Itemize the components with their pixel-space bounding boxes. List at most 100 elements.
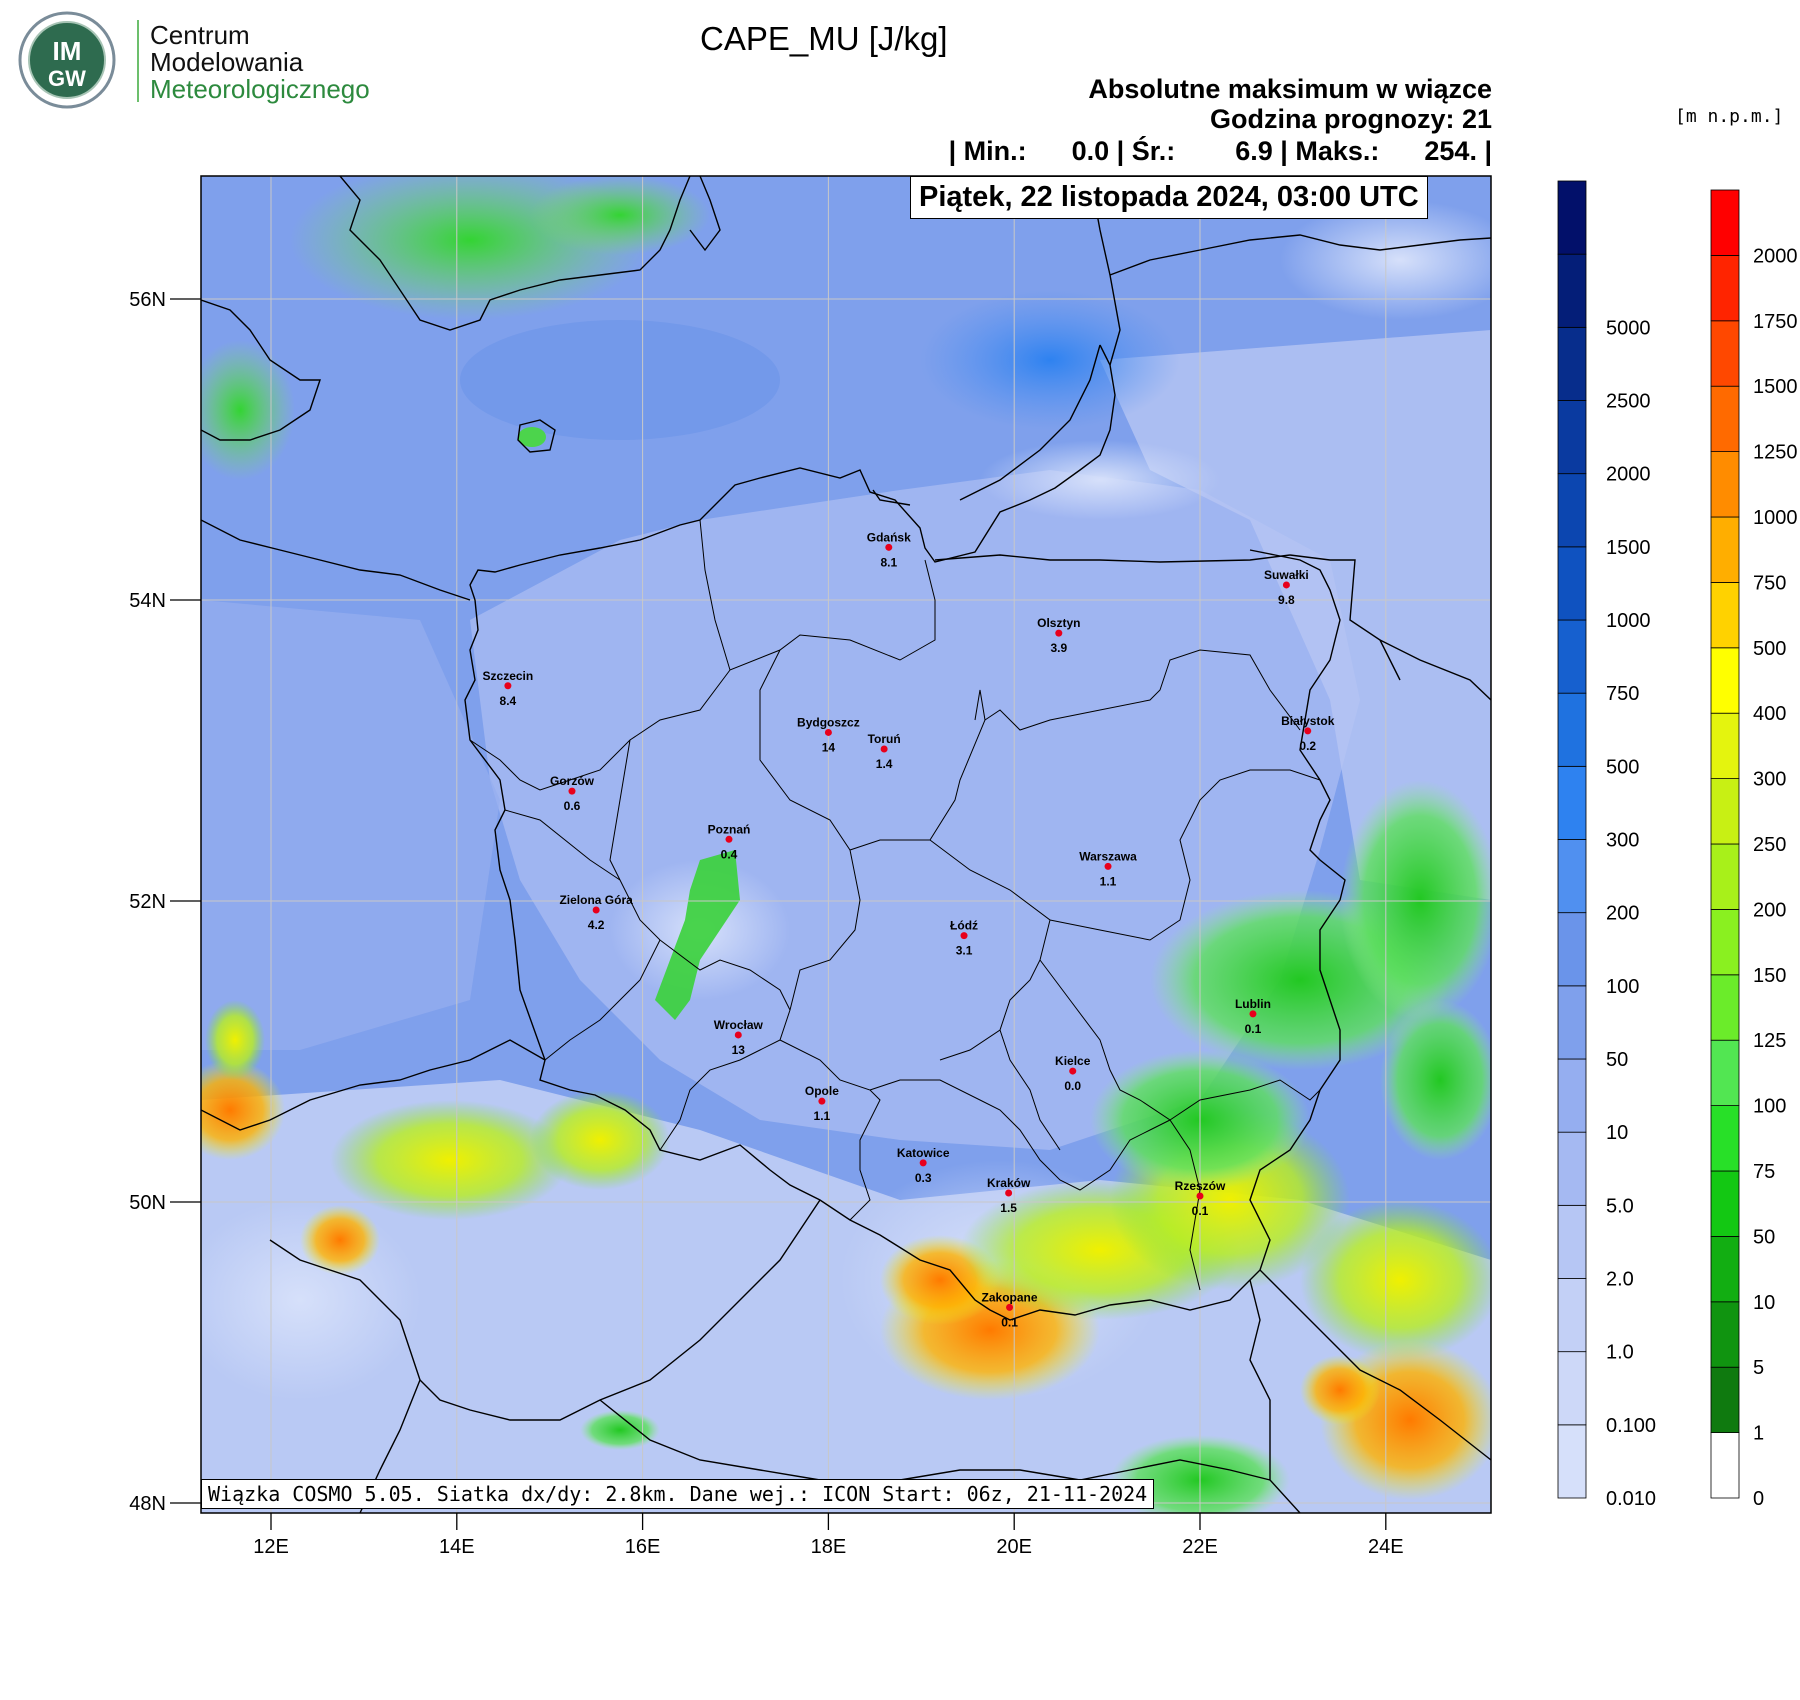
imgw-badge-icon: IM GW [18, 11, 116, 109]
coast-sweden [339, 176, 691, 331]
legend-elev-label: 750 [1753, 572, 1786, 594]
legend-elev-swatch [1710, 647, 1740, 714]
legend-elev-label: 400 [1753, 703, 1786, 725]
sea-dark-baltic-2 [460, 320, 780, 440]
city-marker: Olsztyn 3.9 [1037, 616, 1080, 655]
legend-elev-label: 75 [1753, 1161, 1775, 1183]
lon-label: 12E [253, 1536, 289, 1558]
legend-elev-swatch [1710, 1301, 1740, 1368]
city-marker: Lublin 0.1 [1235, 997, 1271, 1036]
city-name: Kraków [987, 1176, 1031, 1190]
lon-label: 20E [996, 1536, 1032, 1558]
legend-cape-label: 200 [1606, 903, 1639, 925]
city-name: Opole [805, 1084, 839, 1098]
green-ukraine-2 [1380, 1000, 1491, 1160]
legend-cape-swatch [1557, 253, 1587, 328]
legend-elev-swatch [1710, 778, 1740, 845]
city-dot [818, 1097, 826, 1105]
legend-cape-label: 5.0 [1606, 1195, 1634, 1217]
voiv-12 [1039, 959, 1201, 1291]
orange-czech [201, 1060, 285, 1160]
legend-cape-label: 0.010 [1606, 1488, 1656, 1510]
city-value: 13 [732, 1043, 746, 1057]
city-value: 0.3 [915, 1171, 932, 1185]
legend-elev-swatch [1710, 451, 1740, 518]
lat-label: 48N [129, 1493, 166, 1515]
city-value: 14 [822, 740, 836, 754]
green-slovakia-2 [580, 1410, 660, 1450]
legend-cape-swatch [1557, 985, 1587, 1060]
voiv-9 [929, 839, 1051, 1061]
city-marker: Łódź 3.1 [950, 919, 978, 958]
border-lithuania-belarus [1379, 639, 1491, 701]
legend-elev-swatch [1710, 189, 1740, 256]
city-name: Białystok [1281, 714, 1335, 728]
cape-field [201, 176, 1491, 1513]
legend-elev-swatch [1710, 909, 1740, 976]
legend-elev-swatch [1710, 385, 1740, 453]
legend-cape-label: 5000 [1606, 317, 1651, 339]
legend-elev-swatch [1710, 712, 1740, 780]
stats-line: | Min.: 0.0 | Śr.: 6.9 | Maks.: 254. | [948, 136, 1492, 166]
voiv-6 [504, 809, 621, 881]
city-name: Suwałki [1264, 568, 1309, 582]
city-dot [919, 1159, 927, 1167]
lat-axis: 56N 54N 52N 50N 48N [129, 289, 201, 1515]
lat-label: 52N [129, 891, 166, 913]
city-dot [1282, 581, 1290, 589]
legend-elev-swatch [1710, 516, 1740, 583]
light-patch-5 [201, 1200, 420, 1400]
city-value: 0.1 [1192, 1204, 1209, 1218]
city-name: Gdańsk [867, 530, 911, 544]
city-value: 8.1 [880, 555, 897, 569]
elevation-unit: [m n.p.m.] [1675, 106, 1784, 127]
legend-cape-label: 2500 [1606, 391, 1651, 413]
legend-cape-swatch [1557, 765, 1587, 840]
city-value: 9.8 [1278, 593, 1295, 607]
city-dot [824, 728, 832, 736]
coast-denmark [201, 299, 321, 441]
voiv-14 [1169, 1079, 1321, 1121]
voiv-4 [469, 669, 731, 791]
city-marker: Warszawa 1.1 [1079, 849, 1137, 888]
city-name: Zielona Góra [559, 893, 633, 907]
city-marker: Toruń 1.4 [868, 732, 901, 771]
green-wielkopolska [655, 850, 740, 1020]
legend-cape-swatch [1557, 1058, 1587, 1133]
org-name: Centrum Modelowania Meteorologicznego [150, 22, 370, 103]
coastline-hel [872, 489, 911, 506]
green-ukraine [1340, 780, 1491, 1020]
org-line1: Centrum [150, 20, 250, 50]
city-marker: Poznań 0.4 [708, 822, 751, 861]
cities-layer: Gdańsk 8.1 Suwałki 9.8 Olsztyn 3.9 Szczecin 8.4… [483, 530, 1335, 1329]
city-value: 4.2 [588, 918, 605, 932]
date-box: Piątek, 22 listopada 2024, 03:00 UTC [910, 176, 1428, 219]
lon-label: 18E [811, 1536, 847, 1558]
legend-elev-swatch [1710, 974, 1740, 1041]
legend-elev-swatch [1710, 1432, 1740, 1499]
city-value: 0.4 [721, 847, 738, 861]
city-dot [504, 682, 512, 690]
city-dot [1005, 1189, 1013, 1197]
sea-dark-baltic [920, 290, 1180, 430]
legend-cape-label: 1.0 [1606, 1342, 1634, 1364]
legend-elev-swatch [1710, 254, 1740, 322]
city-dot [1055, 629, 1063, 637]
boundaries [201, 176, 1491, 1513]
voiv-1 [699, 519, 936, 671]
coastline-baltic [469, 344, 1116, 601]
legend-cape-label: 2.0 [1606, 1269, 1634, 1291]
city-value: 0.6 [564, 799, 581, 813]
legend-cape-swatch [1557, 839, 1587, 914]
border-poland [464, 549, 1346, 1321]
city-dot [1069, 1067, 1077, 1075]
voiv-10 [779, 1039, 881, 1221]
city-name: Kielce [1055, 1054, 1091, 1068]
coast-germany [201, 519, 471, 601]
legend-cape-label: 1500 [1606, 537, 1651, 559]
city-value: 3.1 [956, 944, 973, 958]
lon-label: 14E [439, 1536, 475, 1558]
legend-cape-swatch [1557, 1424, 1587, 1499]
city-value: 0.1 [1245, 1022, 1262, 1036]
legend-elev-label: 5 [1753, 1357, 1764, 1379]
